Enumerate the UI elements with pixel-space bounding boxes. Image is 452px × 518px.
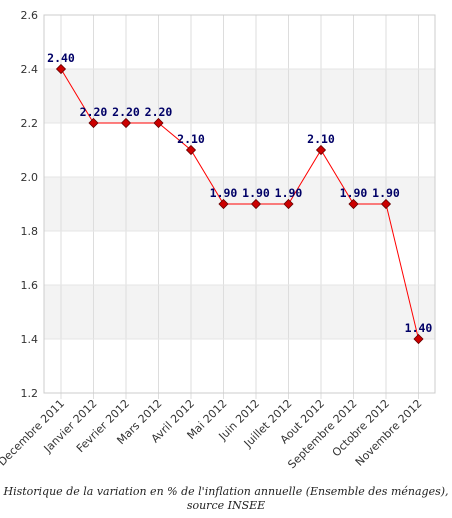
data-label: 2.40 [47, 51, 75, 65]
data-label: 1.90 [340, 186, 368, 200]
data-point [120, 117, 132, 129]
caption-line-2: source INSEE [186, 499, 266, 512]
y-tick-label: 2.6 [21, 9, 39, 22]
background-band [44, 69, 435, 123]
data-point [55, 63, 67, 75]
data-point [185, 144, 197, 156]
data-point [88, 117, 99, 129]
y-tick-label: 1.2 [21, 387, 39, 400]
data-label: 2.20 [80, 105, 108, 119]
data-point [413, 333, 424, 345]
data-point [283, 198, 294, 210]
data-label: 1.90 [210, 186, 238, 200]
y-tick-label: 2.4 [21, 63, 39, 76]
data-point [218, 198, 229, 210]
data-label: 1.90 [242, 186, 270, 200]
plot-frame [43, 14, 436, 394]
y-tick-label: 1.6 [21, 279, 39, 292]
data-label: 2.20 [145, 105, 173, 119]
data-label: 2.10 [307, 132, 335, 146]
data-label: 1.90 [275, 186, 303, 200]
data-point [348, 198, 359, 210]
data-point [380, 198, 392, 210]
y-tick-label: 2.0 [21, 171, 39, 184]
data-label: 2.10 [177, 132, 205, 146]
data-label: 2.20 [112, 105, 140, 119]
data-point [315, 144, 327, 156]
chart-caption: Historique de la variation en % de l'inf… [0, 485, 452, 513]
data-point [250, 198, 262, 210]
caption-line-1: Historique de la variation en % de l'inf… [3, 485, 449, 498]
inflation-series-line [60, 68, 419, 340]
data-point-markers [55, 63, 424, 345]
x-tick-label: Octobre 2012 [330, 397, 392, 459]
y-axis-ticks: 1.2 1.4 1.6 1.8 2.0 2.2 2.4 2.6 [21, 9, 39, 400]
data-label: 1.90 [372, 186, 400, 200]
data-labels: 2.40 2.20 2.20 2.20 2.10 1.90 1.90 1.90 2.10 1.90… [47, 51, 432, 335]
y-tick-label: 1.4 [21, 333, 39, 346]
y-tick-label: 2.2 [21, 117, 39, 130]
horizontal-gridlines [43, 14, 436, 394]
background-band [44, 285, 435, 339]
y-tick-label: 1.8 [21, 225, 39, 238]
data-label: 1.40 [405, 321, 433, 335]
data-point [153, 117, 164, 129]
